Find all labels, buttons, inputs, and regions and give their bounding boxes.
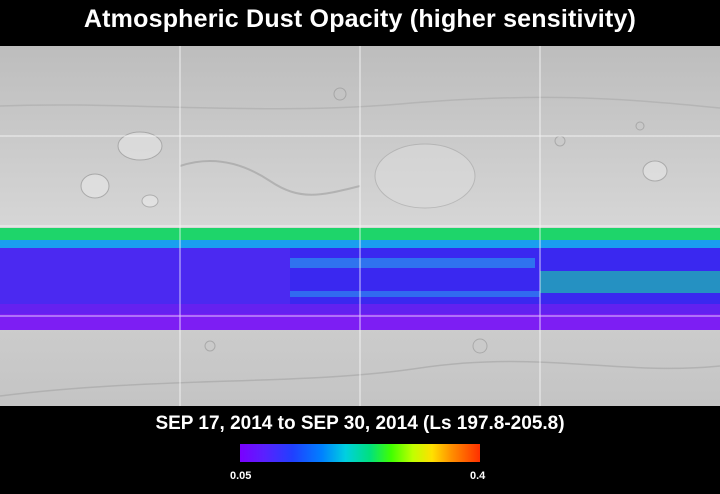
colorbar [240,444,480,462]
date-range: SEP 17, 2014 to SEP 30, 2014 (Ls 197.8-2… [155,413,565,434]
relief-features [0,87,720,397]
graticule [0,46,720,406]
dust-opacity-map [0,46,720,406]
map-title: Atmospheric Dust Opacity (higher sensiti… [83,5,637,33]
swath-streak-2 [540,271,720,293]
swath-streak-3 [290,291,540,297]
colorbar-max-label: 0.4 [470,470,486,482]
swath-streak-1 [290,258,535,268]
colorbar-min-label: 0.05 [230,470,252,482]
map-svg [0,46,720,406]
